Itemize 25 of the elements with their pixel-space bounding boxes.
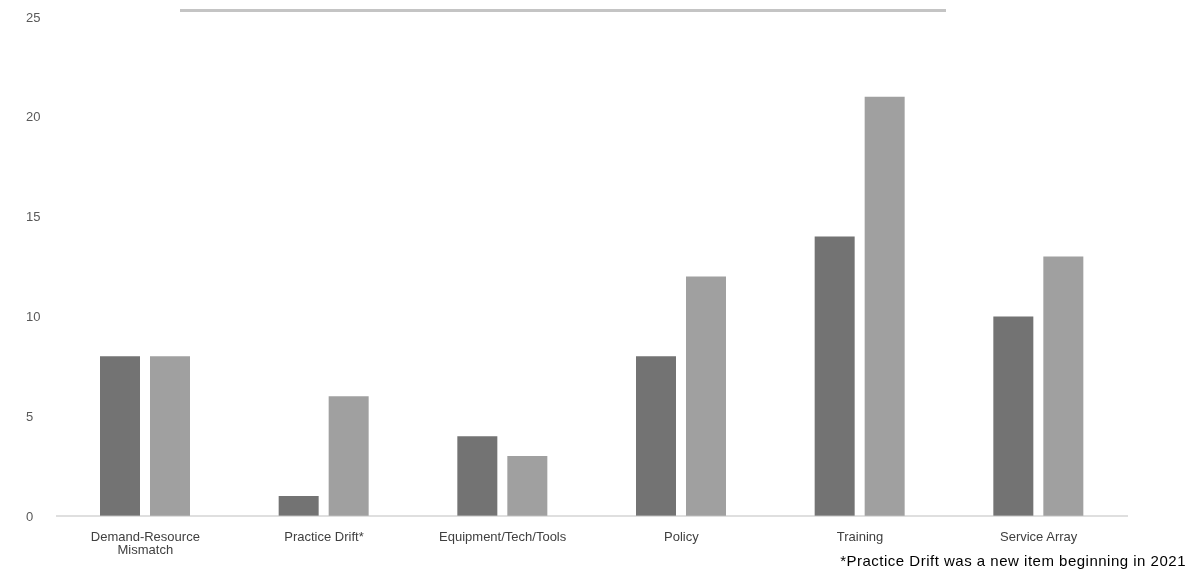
text: *Practice Drift was a new item beginning in 2021 [840, 552, 1186, 569]
bar [993, 316, 1034, 516]
y-tick-label: 10 [26, 309, 41, 325]
bar [457, 436, 498, 516]
bar [328, 396, 369, 516]
y-tick-label: 15 [26, 209, 41, 225]
bar [100, 356, 140, 516]
x-tick-label: Demand-Resource Mismatch [90, 529, 200, 558]
bar [636, 356, 676, 516]
x-tick-label: Policy [663, 529, 700, 545]
y-tick-label: 5 [26, 408, 34, 424]
bar [814, 236, 855, 516]
bar [150, 356, 190, 516]
y-tick-label: 0 [26, 508, 34, 524]
bar [507, 456, 548, 516]
bar [686, 276, 726, 516]
bar [1043, 256, 1084, 516]
x-tick-label: Service Array [1000, 529, 1078, 545]
x-tick-label: Practice Drift* [284, 529, 364, 545]
x-tick-label: Training [836, 529, 884, 545]
x-tick-label: Equipment/Tech/Tools [439, 529, 567, 545]
y-tick-label: 25 [26, 9, 41, 25]
bar [278, 496, 319, 516]
y-tick-label: 20 [26, 109, 41, 125]
bar [864, 96, 905, 516]
